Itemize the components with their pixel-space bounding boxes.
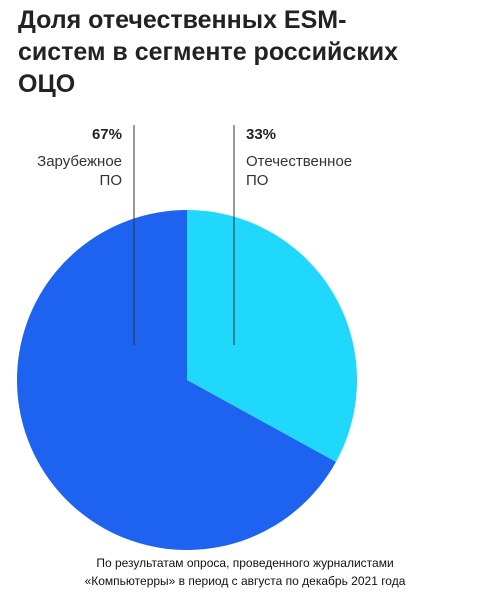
chart-title: Доля отечественных ESM-систем в сегменте… [18, 6, 399, 98]
category-label: Отечественное ПО [246, 153, 353, 189]
value-label: 67% [91, 126, 122, 143]
note: По результатам опроса, проведенного журн… [84, 556, 406, 588]
category-label: Зарубежное ПО [37, 153, 122, 189]
pie-slice [187, 210, 358, 462]
value-label: 33% [246, 126, 277, 143]
pie-slice [17, 210, 336, 550]
